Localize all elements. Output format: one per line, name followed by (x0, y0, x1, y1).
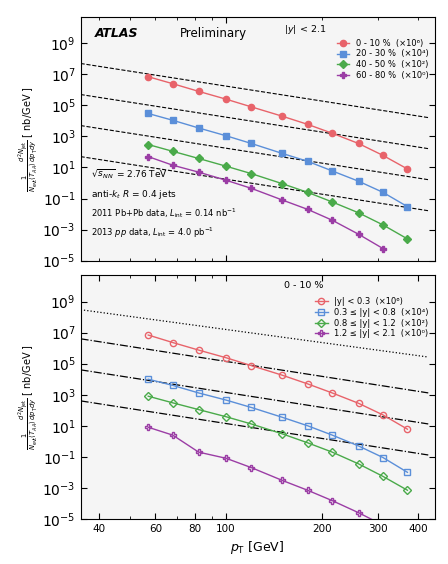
Legend: 0 - 10 %  (×10⁶), 20 - 30 %  (×10⁴), 40 - 50 %  (×10²), 60 - 80 %  (×10⁰): 0 - 10 % (×10⁶), 20 - 30 % (×10⁴), 40 - … (335, 37, 431, 82)
Y-axis label: $\frac{1}{N_{\mathrm{evt}} \langle T_{AA} \rangle} \frac{d^2 N_{\mathrm{jet}}}{d: $\frac{1}{N_{\mathrm{evt}} \langle T_{AA… (17, 86, 39, 192)
Legend: |y| < 0.3  (×10⁶), 0.3 ≤ |y| < 0.8  (×10⁴), 0.8 ≤ |y| < 1.2  (×10²), 1.2 ≤ |y| <: |y| < 0.3 (×10⁶), 0.3 ≤ |y| < 0.8 (×10⁴)… (314, 295, 431, 340)
X-axis label: $p_{\mathrm{T}}$ [GeV]: $p_{\mathrm{T}}$ [GeV] (230, 539, 285, 556)
Text: 2011 Pb+Pb data, $L_{\mathrm{int}}$ = 0.14 nb$^{-1}$: 2011 Pb+Pb data, $L_{\mathrm{int}}$ = 0.… (91, 206, 237, 220)
Text: $\sqrt{s_{NN}}$ = 2.76 TeV: $\sqrt{s_{NN}}$ = 2.76 TeV (91, 168, 168, 180)
Text: Preliminary: Preliminary (180, 27, 247, 39)
Text: ATLAS: ATLAS (95, 27, 138, 39)
Text: anti-$k_t$ $R$ = 0.4 jets: anti-$k_t$ $R$ = 0.4 jets (91, 188, 177, 201)
Text: 2013 $pp$ data, $L_{\mathrm{int}}$ = 4.0 pb$^{-1}$: 2013 $pp$ data, $L_{\mathrm{int}}$ = 4.0… (91, 226, 214, 240)
Text: $|y|$ < 2.1: $|y|$ < 2.1 (284, 23, 327, 36)
Y-axis label: $\frac{1}{N_{\mathrm{evt}} \langle T_{AA} \rangle} \frac{d^2 N_{\mathrm{jet}}}{d: $\frac{1}{N_{\mathrm{evt}} \langle T_{AA… (17, 344, 39, 450)
Text: 0 - 10 %: 0 - 10 % (284, 281, 323, 290)
